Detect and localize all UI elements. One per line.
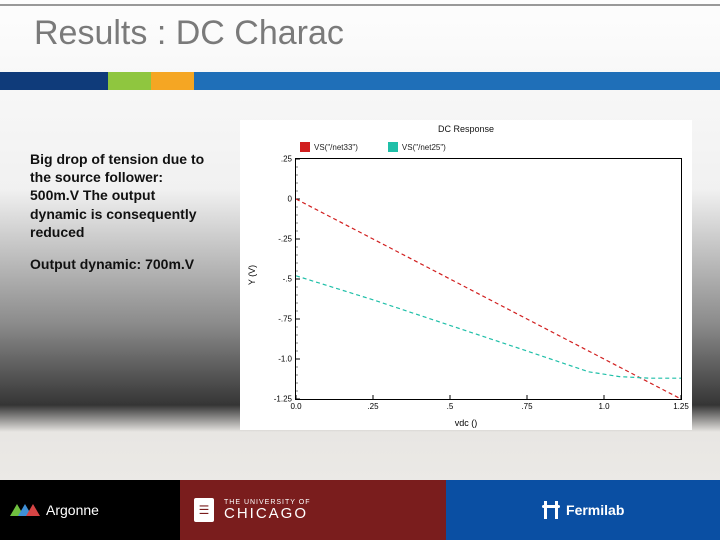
x-tick-label: .75 (521, 402, 532, 411)
plot-area: .250-.25-.5-.75-1.0-1.250.0.25.5.751.01.… (295, 158, 682, 400)
x-tick-label: 1.0 (598, 402, 609, 411)
plot-svg (296, 159, 681, 399)
y-tick-label: -1.25 (274, 395, 292, 404)
argonne-label: Argonne (46, 502, 99, 518)
chicago-text: THE UNIVERSITY OF CHICAGO (224, 499, 311, 521)
x-tick-label: .5 (447, 402, 454, 411)
y-tick-label: 0 (288, 195, 292, 204)
footer-fermilab: Fermilab (446, 480, 720, 540)
top-rule (0, 4, 720, 6)
accent-stripe (0, 72, 720, 90)
y-tick-label: -.75 (278, 315, 292, 324)
y-tick-label: -1.0 (278, 355, 292, 364)
chicago-shield-icon: ☰ (194, 498, 214, 522)
x-tick-label: .25 (367, 402, 378, 411)
footer-argonne: Argonne (0, 480, 180, 540)
x-tick-label: 1.25 (673, 402, 689, 411)
dc-response-chart: DC Response VS("/net33") VS("/net25") Y … (240, 120, 692, 430)
y-tick-label: -.5 (283, 275, 292, 284)
stripe-seg (108, 72, 151, 90)
chicago-big: CHICAGO (224, 506, 311, 521)
argonne-logo-icon (10, 504, 40, 516)
footer: Argonne ☰ THE UNIVERSITY OF CHICAGO Ferm… (0, 480, 720, 540)
paragraph: Big drop of tension due to the source fo… (30, 150, 210, 241)
chart-title: DC Response (240, 124, 692, 134)
y-axis-label: Y (V) (247, 265, 257, 285)
legend-swatch (388, 142, 398, 152)
legend-item: VS("/net33") (300, 142, 358, 152)
legend-swatch (300, 142, 310, 152)
body-text: Big drop of tension due to the source fo… (30, 150, 210, 287)
stripe-seg (194, 72, 720, 90)
fermilab-label: Fermilab (566, 502, 624, 518)
legend-label: VS("/net33") (314, 143, 358, 152)
slide: Results : DC Charac Big drop of tension … (0, 0, 720, 540)
stripe-seg (151, 72, 194, 90)
paragraph: Output dynamic: 700m.V (30, 255, 210, 273)
chart-legend: VS("/net33") VS("/net25") (300, 142, 446, 152)
y-tick-label: -.25 (278, 235, 292, 244)
legend-item: VS("/net25") (388, 142, 446, 152)
x-tick-label: 0.0 (290, 402, 301, 411)
y-tick-label: .25 (281, 155, 292, 164)
stripe-seg (0, 72, 108, 90)
footer-chicago: ☰ THE UNIVERSITY OF CHICAGO (180, 480, 446, 540)
x-axis-label: vdc () (240, 418, 692, 428)
legend-label: VS("/net25") (402, 143, 446, 152)
fermilab-logo-icon (542, 501, 560, 519)
page-title: Results : DC Charac (34, 14, 344, 53)
